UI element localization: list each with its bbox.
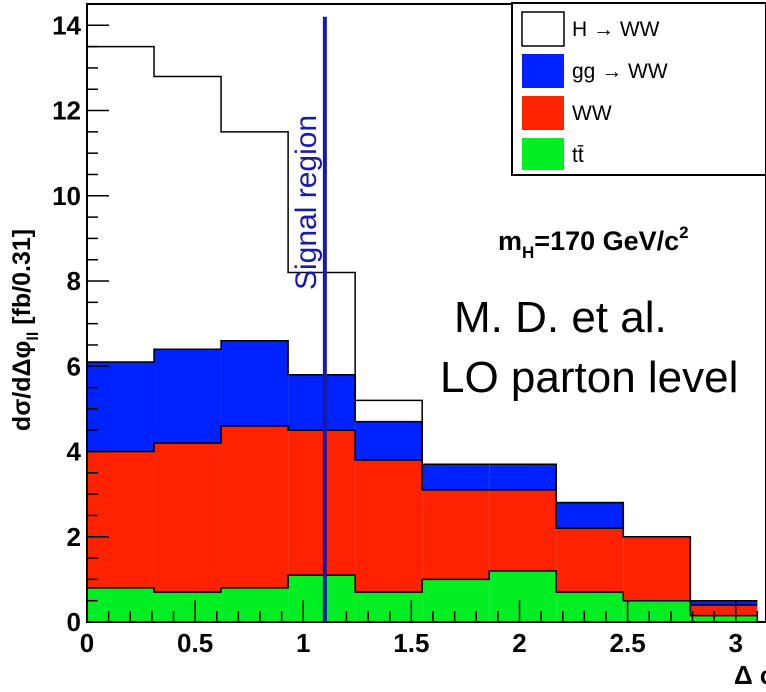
bar-tt-bin-8 (623, 600, 691, 622)
y-axis-label: dσ/dΔφll [fb/0.31] (8, 229, 42, 431)
bar-gg-ww-bin-6 (489, 464, 557, 490)
x-tick-label: 1 (296, 628, 310, 658)
bar-tt-bin-3 (288, 575, 356, 622)
author-annotation: M. D. et al. (454, 293, 667, 342)
bar-ww-bin-2 (221, 425, 289, 588)
legend-label-h-ww: H → WW (572, 18, 660, 41)
y-tick-label: 8 (67, 266, 81, 296)
legend-label-ttbar: tt̄ (572, 144, 584, 167)
bar-gg-ww-bin-2 (221, 340, 289, 426)
bar-ww-bin-1 (154, 442, 222, 593)
x-tick-label: 1.5 (393, 628, 429, 658)
bar-ww-bin-7 (556, 528, 624, 593)
bar-tt-bin-9 (690, 615, 758, 622)
legend-label-gg-ww: gg → WW (572, 60, 668, 83)
x-tick-label: 0 (80, 628, 94, 658)
x-tick-label: 2 (512, 628, 526, 658)
bar-gg-ww-bin-4 (355, 421, 423, 461)
bar-h-ww-bin-0 (87, 46, 155, 363)
bar-tt-bin-4 (355, 592, 423, 622)
bar-h-ww-bin-4 (355, 400, 423, 422)
bar-tt-bin-2 (221, 587, 289, 622)
bar-ww-bin-0 (87, 451, 155, 588)
bar-h-ww-bin-1 (154, 76, 222, 350)
bar-gg-ww-bin-7 (556, 502, 624, 529)
bar-gg-ww-bin-1 (154, 349, 222, 443)
bar-tt-bin-0 (87, 587, 155, 622)
x-tick-label: 2.5 (610, 628, 646, 658)
bar-tt-bin-1 (154, 592, 222, 622)
x-axis-label: Δ φl (734, 660, 766, 692)
x-tick-label: 0.5 (177, 628, 213, 658)
y-tick-label: 0 (67, 607, 81, 637)
bar-ww-bin-6 (489, 489, 557, 571)
bar-gg-ww-bin-3 (288, 374, 356, 431)
y-tick-label: 4 (67, 437, 82, 467)
bar-ww-bin-9 (690, 604, 758, 616)
y-tick-label: 12 (52, 96, 81, 126)
y-tick-label: 2 (67, 522, 81, 552)
bar-gg-ww-bin-0 (87, 362, 155, 452)
bar-tt-bin-5 (422, 579, 490, 622)
axes (86, 3, 766, 623)
plot-frame (86, 3, 766, 623)
legend-swatch-gg-ww (522, 54, 564, 88)
bar-ww-bin-5 (422, 489, 490, 580)
x-tick-label: 3 (728, 628, 742, 658)
legend-swatch-ww (522, 96, 564, 130)
bar-h-ww-bin-2 (221, 131, 289, 341)
bar-tt-bin-6 (489, 570, 557, 622)
y-tick-label: 10 (52, 181, 81, 211)
legend-label-ww: WW (572, 102, 612, 125)
bar-h-ww-bin-3 (288, 272, 356, 375)
bar-gg-ww-bin-9 (690, 600, 758, 605)
bar-ww-bin-8 (623, 536, 691, 601)
outline-3 (87, 45, 758, 602)
higgs-mass-annotation: mH=170 GeV/c2 (498, 223, 689, 262)
level-annotation: LO parton level (440, 353, 738, 402)
histogram-bars (87, 45, 758, 622)
bar-ww-bin-4 (355, 460, 423, 593)
bar-gg-ww-bin-5 (422, 464, 490, 490)
tick-labels: 0 2 4 6 8 10 12 14 0 0.5 1 1.5 2 2.5 3 (52, 10, 743, 658)
legend-swatch-ttbar (522, 138, 564, 170)
y-tick-label: 14 (52, 10, 81, 40)
legend-swatch-h-ww (521, 11, 565, 47)
bar-tt-bin-7 (556, 592, 624, 622)
y-tick-label: 6 (67, 351, 81, 381)
bar-ww-bin-3 (288, 430, 356, 576)
outline-0 (87, 570, 758, 617)
legend: H → WW gg → WW WW tt̄ (511, 2, 766, 176)
signal-region-label: Signal region (290, 115, 323, 290)
